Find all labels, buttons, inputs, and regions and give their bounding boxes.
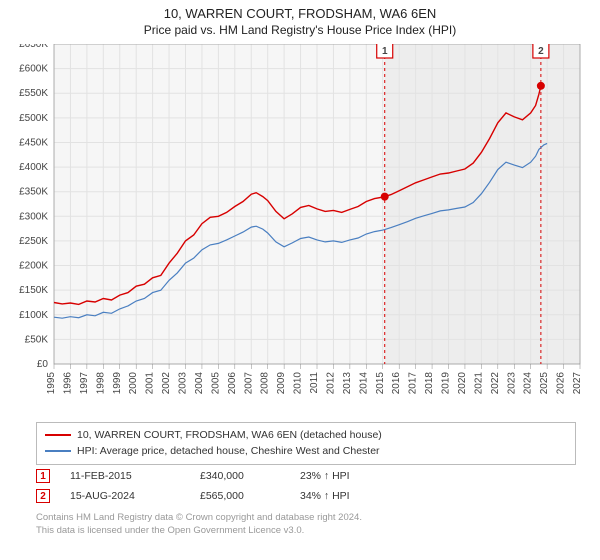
x-tick-label: 2017 — [408, 372, 419, 395]
x-tick-label: 2023 — [506, 372, 517, 395]
x-tick-label: 2012 — [325, 372, 336, 395]
x-tick-label: 1999 — [112, 372, 123, 395]
x-tick-label: 2015 — [375, 372, 386, 395]
x-tick-label: 2025 — [539, 372, 550, 395]
event-dot — [537, 82, 545, 90]
title-main: 10, WARREN COURT, FRODSHAM, WA6 6EN — [0, 6, 600, 21]
footer-line1: Contains HM Land Registry data © Crown c… — [36, 512, 576, 525]
y-tick-label: £200K — [19, 261, 48, 272]
event-date: 15-AUG-2024 — [70, 490, 180, 502]
x-tick-label: 2024 — [523, 372, 534, 395]
x-tick-label: 1997 — [79, 372, 90, 395]
y-tick-label: £150K — [19, 285, 48, 296]
x-tick-label: 2001 — [145, 372, 156, 395]
x-tick-label: 2003 — [178, 372, 189, 395]
event-dot — [381, 193, 389, 201]
event-row: 1 11-FEB-2015 £340,000 23% ↑ HPI — [36, 466, 576, 486]
event-price: £565,000 — [200, 490, 280, 502]
event-marker: 2 — [36, 489, 50, 503]
x-tick-label: 1996 — [62, 372, 73, 395]
x-tick-label: 2002 — [161, 372, 172, 395]
legend-label: 10, WARREN COURT, FRODSHAM, WA6 6EN (det… — [77, 429, 382, 441]
x-tick-label: 2013 — [342, 372, 353, 395]
y-tick-label: £500K — [19, 113, 48, 124]
y-tick-label: £550K — [19, 88, 48, 99]
x-tick-label: 2000 — [128, 372, 139, 395]
titles: 10, WARREN COURT, FRODSHAM, WA6 6EN Pric… — [0, 0, 600, 37]
y-tick-label: £400K — [19, 162, 48, 173]
legend-swatch — [45, 450, 71, 452]
x-tick-label: 2018 — [424, 372, 435, 395]
y-tick-label: £600K — [19, 64, 48, 75]
event-hpi: 34% ↑ HPI — [300, 490, 390, 502]
x-tick-label: 2016 — [391, 372, 402, 395]
x-tick-label: 2022 — [490, 372, 501, 395]
y-tick-label: £300K — [19, 211, 48, 222]
y-tick-label: £450K — [19, 137, 48, 148]
x-tick-label: 2026 — [556, 372, 567, 395]
x-tick-label: 1995 — [46, 372, 57, 395]
event-price: £340,000 — [200, 470, 280, 482]
event-date: 11-FEB-2015 — [70, 470, 180, 482]
chart-svg: £0 £50K £100K £150K £200K £250K £300K £350K £400… — [0, 44, 600, 414]
legend-row: HPI: Average price, detached house, Ches… — [45, 443, 567, 459]
x-tick-label: 2027 — [572, 372, 583, 395]
event-marker: 1 — [36, 469, 50, 483]
x-tick-label: 2021 — [473, 372, 484, 395]
y-tick-label: £350K — [19, 187, 48, 198]
event-row: 2 15-AUG-2024 £565,000 34% ↑ HPI — [36, 486, 576, 506]
chart: £0 £50K £100K £150K £200K £250K £300K £350K £400… — [0, 44, 600, 414]
x-tick-label: 2011 — [309, 372, 320, 394]
y-tick-label: £250K — [19, 236, 48, 247]
events-table: 1 11-FEB-2015 £340,000 23% ↑ HPI 2 15-AUG-202… — [36, 466, 576, 506]
legend-row: 10, WARREN COURT, FRODSHAM, WA6 6EN (det… — [45, 427, 567, 443]
footer: Contains HM Land Registry data © Crown c… — [36, 512, 576, 538]
x-tick-label: 2009 — [276, 372, 287, 395]
x-tick-label: 2006 — [227, 372, 238, 395]
y-tick-label: £0 — [37, 359, 49, 370]
x-tick-label: 2004 — [194, 372, 205, 395]
y-tick-label: £50K — [25, 334, 49, 345]
x-tick-label: 2014 — [358, 372, 369, 395]
legend: 10, WARREN COURT, FRODSHAM, WA6 6EN (det… — [36, 422, 576, 465]
x-tick-label: 2020 — [457, 372, 468, 395]
x-tick-label: 2007 — [243, 372, 254, 395]
y-tick-label: £100K — [19, 310, 48, 321]
x-tick-label: 2010 — [293, 372, 304, 395]
x-tick-label: 1998 — [95, 372, 106, 395]
x-tick-label: 2019 — [441, 372, 452, 395]
legend-label: HPI: Average price, detached house, Ches… — [77, 445, 380, 457]
y-tick-label: £650K — [19, 44, 48, 50]
legend-swatch — [45, 434, 71, 436]
title-sub: Price paid vs. HM Land Registry's House … — [0, 23, 600, 37]
x-tick-label: 2008 — [260, 372, 271, 395]
event-hpi: 23% ↑ HPI — [300, 470, 390, 482]
footer-line2: This data is licensed under the Open Gov… — [36, 525, 576, 538]
shaded-region — [385, 44, 580, 364]
x-tick-label: 2005 — [210, 372, 221, 395]
event-marker-number: 2 — [538, 46, 544, 57]
event-marker-number: 1 — [382, 46, 388, 57]
chart-container: 10, WARREN COURT, FRODSHAM, WA6 6EN Pric… — [0, 0, 600, 560]
